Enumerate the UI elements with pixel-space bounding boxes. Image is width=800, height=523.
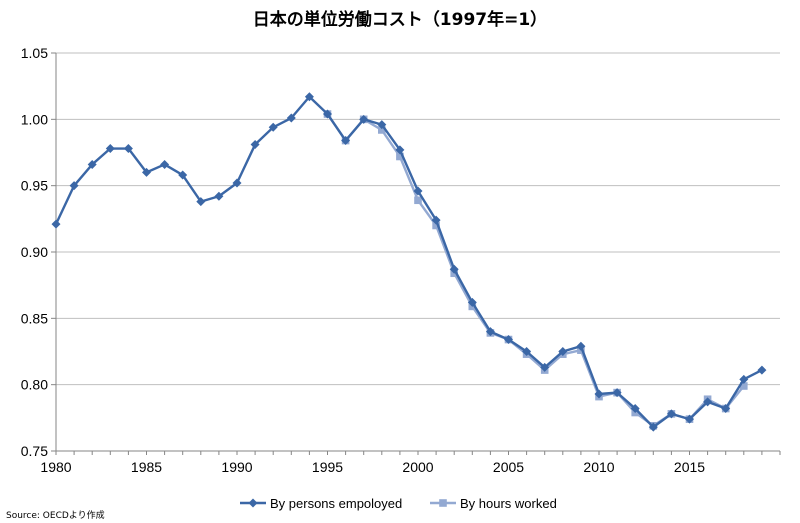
data-point-diamond	[87, 159, 97, 169]
data-point-diamond	[630, 404, 640, 414]
data-point-diamond	[250, 140, 260, 150]
data-point-diamond	[105, 144, 115, 154]
data-point-diamond	[69, 181, 79, 191]
data-point-diamond	[467, 297, 477, 307]
data-point-diamond	[142, 167, 151, 177]
data-point-diamond	[196, 197, 206, 207]
data-point-diamond	[666, 409, 676, 419]
data-point-diamond	[123, 144, 133, 154]
data-point-diamond	[304, 92, 314, 102]
y-tick-label: 1.05	[21, 45, 48, 61]
data-point-diamond	[232, 178, 242, 188]
legend-label: By hours worked	[460, 496, 557, 511]
x-tick-label: 2015	[674, 459, 705, 475]
x-tick-label: 2000	[402, 459, 433, 475]
data-point-diamond	[395, 145, 405, 155]
data-point-diamond	[51, 219, 61, 229]
data-point-diamond	[268, 122, 278, 132]
y-tick-label: 0.95	[21, 178, 48, 194]
data-point-square	[432, 221, 440, 230]
data-point-diamond	[323, 109, 332, 119]
y-tick-label: 0.75	[21, 443, 48, 459]
data-point-square	[414, 196, 422, 205]
x-tick-label: 1985	[131, 459, 162, 475]
data-point-square	[740, 382, 748, 390]
series-line	[54, 95, 763, 429]
x-tick-label: 2010	[583, 459, 614, 475]
legend-label: By persons empoloyed	[270, 496, 402, 511]
data-point-diamond	[504, 335, 513, 345]
x-tick-label: 1995	[312, 459, 343, 475]
legend: By persons empoloyed By hours worked	[240, 496, 557, 511]
gridlines	[56, 52, 780, 452]
data-point-square	[396, 152, 404, 161]
x-tick-label: 2005	[493, 459, 524, 475]
data-point-diamond	[540, 362, 550, 372]
data-point-diamond	[178, 170, 188, 180]
data-point-diamond	[160, 159, 170, 169]
legend-square-marker	[439, 499, 447, 507]
data-point-diamond	[757, 365, 767, 375]
data-point-square	[378, 126, 386, 134]
data-point-diamond	[721, 404, 731, 414]
legend-diamond-marker	[248, 498, 258, 508]
data-point-diamond	[359, 114, 369, 124]
series-line	[326, 113, 745, 427]
x-tick-label: 1990	[221, 459, 252, 475]
legend-item: By hours worked	[430, 496, 557, 511]
y-tick-label: 0.90	[21, 244, 48, 260]
data-point-diamond	[594, 389, 604, 399]
x-tick-label: 1980	[40, 459, 71, 475]
data-point-diamond	[431, 215, 441, 225]
data-point-diamond	[685, 414, 694, 424]
data-point-diamond	[648, 422, 658, 432]
legend-item: By persons empoloyed	[240, 496, 402, 511]
data-point-diamond	[522, 347, 532, 356]
series-group	[51, 92, 767, 432]
data-point-diamond	[214, 191, 224, 201]
data-point-diamond	[485, 327, 495, 337]
data-point-diamond	[377, 120, 387, 130]
data-point-diamond	[449, 264, 459, 274]
chart-title: 日本の単位労働コスト（1997年=1）	[253, 9, 547, 30]
y-tick-label: 1.00	[21, 111, 48, 127]
y-tick-label: 0.80	[21, 377, 48, 393]
data-point-diamond	[413, 186, 423, 196]
source-note: Source: OECDより作成	[6, 509, 105, 521]
data-point-diamond	[558, 347, 568, 356]
data-point-diamond	[612, 388, 622, 398]
axes: 0.75 0.80 0.85 0.90 0.95 1.00 1.05 1980 1985 1990…	[21, 45, 781, 475]
data-point-diamond	[576, 341, 586, 351]
data-point-diamond	[341, 136, 351, 146]
data-point-diamond	[703, 397, 713, 407]
y-tick-label: 0.85	[21, 310, 48, 326]
series-hours-worked	[323, 110, 748, 430]
data-point-diamond	[739, 374, 749, 384]
data-point-diamond	[286, 113, 296, 123]
series-persons-employed	[51, 92, 767, 432]
